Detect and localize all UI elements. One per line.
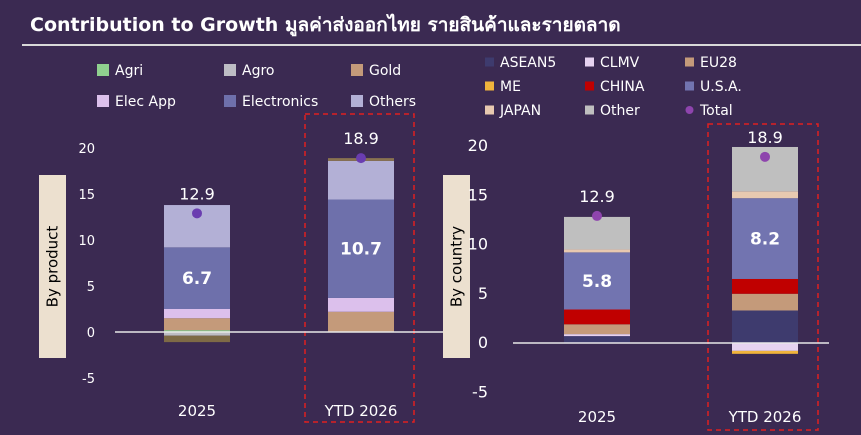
bar-segment-clmv bbox=[564, 334, 630, 337]
bar-segment-elec-app bbox=[164, 309, 230, 319]
x-category-label: YTD 2026 bbox=[324, 402, 398, 420]
bar-segment-japan bbox=[732, 191, 798, 199]
data-label-inner: 10.7 bbox=[340, 240, 382, 260]
data-label-total: 12.9 bbox=[179, 184, 215, 203]
bar-segment-electronics bbox=[328, 199, 394, 298]
title-rule bbox=[22, 44, 861, 46]
data-label-inner: 8.2 bbox=[750, 230, 780, 250]
y-tick-label: -5 bbox=[472, 382, 488, 401]
bar-segment-china bbox=[564, 309, 630, 325]
x-category-label: YTD 2026 bbox=[728, 408, 802, 426]
legend-swatch-other bbox=[585, 105, 594, 115]
y-axis-label: By country bbox=[448, 226, 466, 307]
y-tick-label: 15 bbox=[78, 188, 95, 203]
bar-segment-elec-app bbox=[328, 297, 394, 312]
chart-title: Contribution to Growth มูลค่าส่งออกไทย ร… bbox=[30, 14, 621, 36]
legend-label: EU28 bbox=[700, 55, 737, 71]
legend-label: Agro bbox=[242, 63, 274, 79]
bar-segment-u-s-a- bbox=[564, 252, 630, 310]
legend-label: Other bbox=[600, 103, 640, 119]
legend-label: Agri bbox=[115, 63, 143, 79]
legend-label: Total bbox=[699, 103, 733, 119]
highlight-box bbox=[304, 113, 415, 423]
legend-swatch-me bbox=[485, 81, 494, 91]
bar-segment-others-neg bbox=[164, 335, 230, 343]
legend-swatch-others bbox=[351, 95, 363, 107]
legend-swatch-eu28 bbox=[685, 57, 694, 67]
data-label-inner: 5.8 bbox=[582, 272, 612, 292]
legend-label: CLMV bbox=[600, 55, 640, 71]
bar-segment-asean5 bbox=[564, 336, 630, 343]
total-marker bbox=[356, 153, 366, 164]
legend-label: Others bbox=[369, 94, 416, 110]
legend-swatch-china bbox=[585, 81, 594, 91]
data-label-total: 18.9 bbox=[343, 129, 379, 148]
bar-segment-china bbox=[732, 278, 798, 294]
y-tick-label: 20 bbox=[468, 136, 488, 155]
bar-segment-clmv bbox=[732, 343, 798, 351]
x-category-label: 2025 bbox=[578, 408, 616, 426]
bar-segment-gold bbox=[164, 318, 230, 331]
legend-swatch-u-s-a- bbox=[685, 81, 694, 91]
legend-swatch-total bbox=[685, 106, 694, 114]
y-tick-label: 5 bbox=[87, 280, 95, 295]
legend-label: CHINA bbox=[600, 79, 645, 95]
bar-segment-eu28 bbox=[732, 293, 798, 311]
bar-segment-others bbox=[328, 160, 394, 200]
data-label-total: 12.9 bbox=[579, 187, 615, 206]
y-tick-label: 5 bbox=[478, 284, 488, 303]
total-marker bbox=[192, 208, 202, 219]
legend-label: U.S.A. bbox=[700, 79, 742, 95]
bar-segment-gold bbox=[328, 311, 394, 332]
legend-swatch-elec-app bbox=[97, 95, 109, 107]
data-label-inner: 6.7 bbox=[182, 269, 212, 289]
data-label-total: 18.9 bbox=[747, 128, 783, 147]
ylabel-box bbox=[443, 175, 470, 358]
legend-label: Electronics bbox=[242, 94, 318, 110]
legend-label: Elec App bbox=[115, 94, 176, 110]
legend-swatch-agro bbox=[224, 64, 236, 76]
bar-segment-electronics bbox=[164, 247, 230, 309]
legend-swatch-clmv bbox=[585, 57, 594, 67]
ylabel-box bbox=[39, 175, 66, 358]
legend-label: JAPAN bbox=[499, 103, 541, 119]
legend-label: Gold bbox=[369, 63, 401, 79]
highlight-box bbox=[707, 123, 819, 431]
bar-segment-me bbox=[732, 350, 798, 354]
legend-label: ME bbox=[500, 79, 521, 95]
y-tick-label: 20 bbox=[78, 142, 95, 157]
bar-segment-agri bbox=[164, 330, 230, 332]
legend-swatch-gold bbox=[351, 64, 363, 76]
x-category-label: 2025 bbox=[178, 402, 216, 420]
total-marker bbox=[592, 210, 602, 221]
y-axis-label: By product bbox=[44, 226, 62, 308]
y-tick-label: 10 bbox=[468, 235, 488, 254]
bar-segment-japan bbox=[564, 249, 630, 253]
legend-swatch-agri bbox=[97, 64, 109, 76]
legend-swatch-asean5 bbox=[485, 57, 494, 67]
bar-segment-eu28 bbox=[564, 324, 630, 335]
bar-segment-u-s-a- bbox=[732, 198, 798, 279]
legend-swatch-electronics bbox=[224, 95, 236, 107]
y-tick-label: 15 bbox=[468, 185, 488, 204]
bar-segment-agro bbox=[164, 332, 230, 336]
y-tick-label: -5 bbox=[82, 372, 95, 387]
total-marker bbox=[760, 151, 770, 162]
y-tick-label: 10 bbox=[78, 234, 95, 249]
legend-label: ASEAN5 bbox=[500, 55, 556, 71]
y-tick-label: 0 bbox=[478, 333, 488, 352]
bar-segment-asean5 bbox=[732, 310, 798, 343]
y-tick-label: 0 bbox=[87, 326, 95, 341]
bar-segment-other bbox=[564, 216, 630, 250]
legend-swatch-japan bbox=[485, 105, 494, 115]
